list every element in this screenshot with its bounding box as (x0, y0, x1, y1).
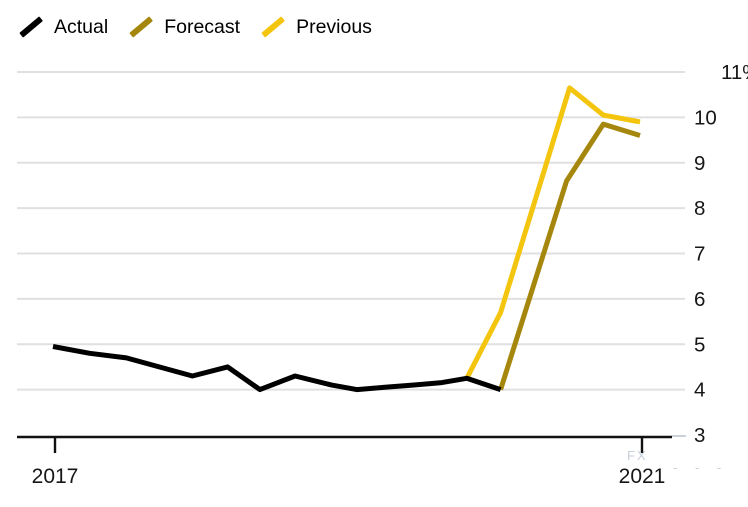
legend-label: Previous (296, 15, 372, 38)
y-axis-label: 7 (694, 243, 705, 266)
legend-item-previous: Previous (260, 16, 372, 39)
x-axis-label: 2017 (32, 465, 79, 488)
y-axis-label: 3 (694, 424, 705, 447)
y-axis-label: 5 (694, 333, 705, 356)
y-axis-label: 9 (694, 152, 705, 175)
legend-label: Forecast (164, 15, 241, 38)
y-axis-label: 11% (721, 61, 748, 84)
series-line-actual (52, 344, 502, 393)
legend-item-actual: Actual (18, 16, 108, 39)
y-axis-label: 6 (694, 288, 705, 311)
legend-item-forecast: Forecast (128, 16, 240, 39)
x-axis-label: 2021 (619, 465, 666, 488)
y-axis-label: 4 (694, 379, 705, 402)
y-axis-label: 8 (694, 197, 705, 220)
y-axis-label: 10 (694, 106, 717, 129)
chart-legend: Actual Forecast Previous (18, 11, 372, 43)
legend-label: Actual (54, 15, 109, 38)
series-line-previous (464, 85, 641, 380)
series-line-forecast (498, 121, 641, 391)
